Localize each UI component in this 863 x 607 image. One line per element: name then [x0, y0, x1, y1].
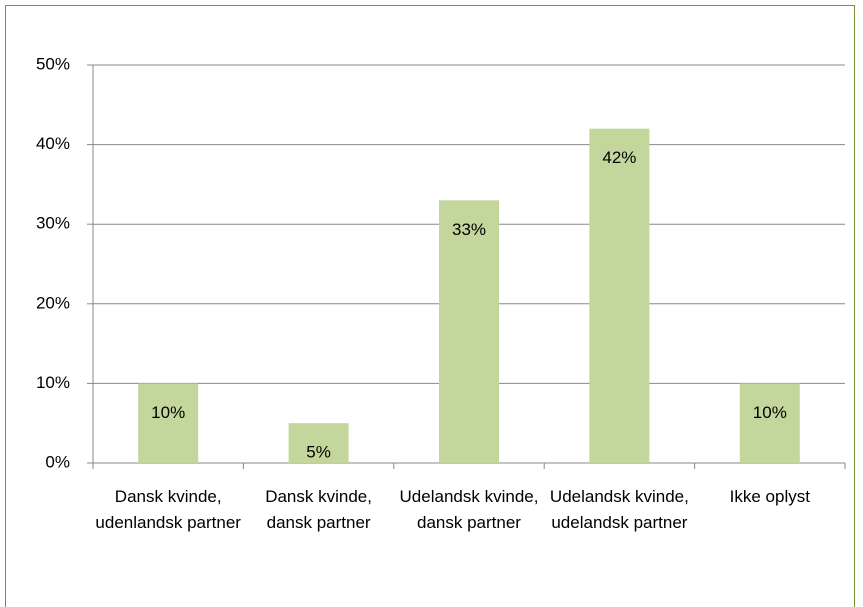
x-tick-label: Ikke oplyst [729, 487, 810, 506]
y-tick-label: 10% [36, 373, 70, 392]
data-label: 10% [151, 403, 185, 422]
y-tick-label: 50% [36, 54, 70, 73]
chart-border [5, 5, 855, 607]
x-tick-label: Dansk kvinde, udenlandsk partner [95, 487, 241, 532]
data-label: 5% [306, 443, 331, 462]
x-tick-label: Dansk kvinde, dansk partner [265, 487, 372, 532]
bar [138, 383, 199, 463]
data-label: 10% [753, 403, 787, 422]
x-tick-label: Udelandsk kvinde, dansk partner [399, 487, 539, 532]
bar [439, 200, 499, 463]
data-label: 42% [602, 148, 636, 167]
bar [589, 128, 650, 463]
y-tick-label: 0% [45, 452, 70, 471]
bar [739, 383, 800, 463]
data-label: 33% [452, 220, 486, 239]
y-tick-label: 20% [36, 293, 70, 312]
x-tick-label: Udelandsk kvinde, udelandsk partner [549, 487, 689, 532]
y-tick-label: 40% [36, 134, 70, 153]
bar [288, 423, 349, 463]
y-tick-label: 30% [36, 214, 70, 233]
